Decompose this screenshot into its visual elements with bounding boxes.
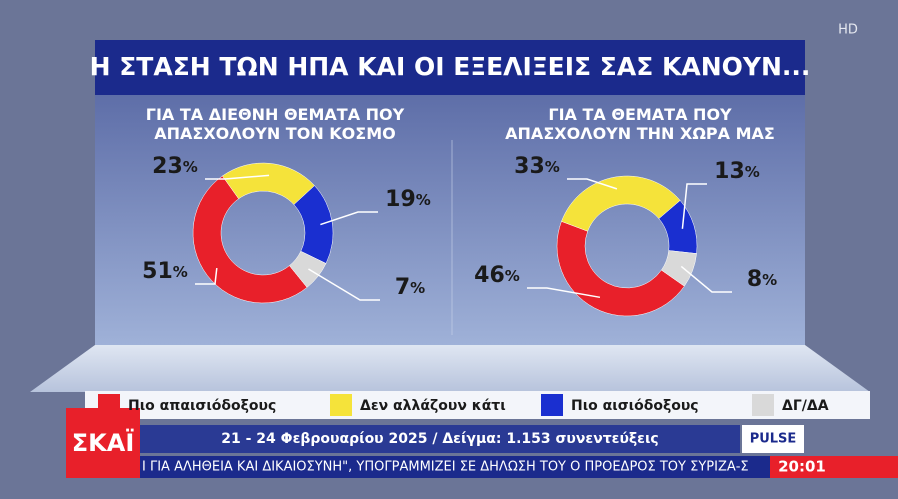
data-label: 51% xyxy=(142,259,188,284)
data-label: 19% xyxy=(385,187,431,212)
leader-line xyxy=(681,183,707,229)
legend-swatch xyxy=(541,394,563,416)
donut-slice xyxy=(192,175,308,304)
clock: 20:01 xyxy=(778,458,826,476)
donut-slice xyxy=(289,250,327,288)
legend-label: Πιο αισιόδοξους xyxy=(571,398,699,414)
ticker: Ι ΓΙΑ ΑΛΗΘΕΙΑ ΚΑΙ ΔΙΚΑΙΟΣΥΝΗ", ΥΠΟΓΡΑΜΜΙ… xyxy=(142,460,749,475)
data-label: 23% xyxy=(152,154,198,179)
leader-line xyxy=(205,174,270,180)
clock-bar xyxy=(770,456,898,478)
legend-bar xyxy=(85,391,870,419)
title-bar xyxy=(95,40,805,95)
chart-title: ΓΙΑ ΤΑ ΔΙΕΘΝΗ ΘΕΜΑΤΑ ΠΟΥ ΑΠΑΣΧΟΛΟΥΝ ΤΟΝ … xyxy=(145,105,405,143)
legend-swatch xyxy=(330,394,352,416)
leader-line xyxy=(195,267,218,285)
leader-line xyxy=(308,268,380,301)
data-label: 13% xyxy=(714,159,760,184)
legend-label: Δεν αλλάζουν κάτι xyxy=(360,398,506,414)
legend-swatch xyxy=(98,394,120,416)
data-label: 7% xyxy=(395,275,425,300)
legend-label: ΔΓ/ΔΑ xyxy=(782,398,829,414)
data-label: 8% xyxy=(747,267,777,292)
legend-label: Πιο απαισιόδοξους xyxy=(128,398,276,414)
channel-logo xyxy=(66,408,140,478)
main-title: Η ΣΤΑΣΗ ΤΩΝ ΗΠΑ ΚΑΙ ΟΙ ΕΞΕΛΙΞΕΙΣ ΣΑΣ ΚΑΝ… xyxy=(90,52,811,81)
leader-line xyxy=(527,287,601,299)
info-bar xyxy=(140,425,740,453)
channel: ΣΚΑΪ xyxy=(72,428,135,457)
donut-slice xyxy=(661,250,697,287)
chart-title: ΓΙΑ ΤΑ ΘΕΜΑΤΑ ΠΟΥ ΑΠΑΣΧΟΛΟΥΝ ΤΗΝ ΧΩΡΑ ΜΑ… xyxy=(505,105,775,143)
ticker-bar xyxy=(140,456,770,478)
leader-line xyxy=(680,265,732,293)
pollster-logo xyxy=(742,425,804,453)
data-label: 46% xyxy=(474,263,520,288)
pollster: PULSE xyxy=(750,432,797,447)
leader-line xyxy=(320,211,378,226)
leader-line xyxy=(567,178,618,190)
legend-swatch xyxy=(752,394,774,416)
floor xyxy=(30,345,870,392)
survey-info: 21 - 24 Φεβρουαρίου 2025 / Δείγμα: 1.153… xyxy=(221,431,658,447)
donut-slice xyxy=(556,221,685,317)
hd-badge: HD xyxy=(838,23,858,38)
data-label: 33% xyxy=(514,154,560,179)
